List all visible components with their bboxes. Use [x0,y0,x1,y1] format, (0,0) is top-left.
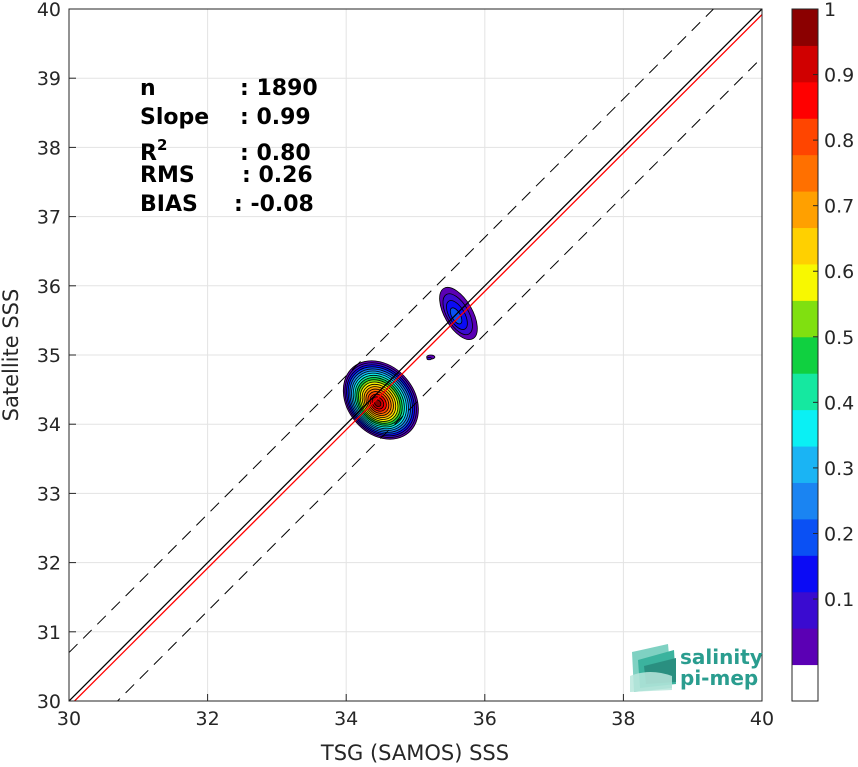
colorbar-segment [792,227,818,265]
y-tick-label: 36 [37,276,61,298]
y-tick-label: 37 [37,207,61,229]
colorbar-segment [792,154,818,192]
logo-icon [630,644,676,692]
stat-value: : 0.80 [240,141,311,166]
reference-lines [69,9,762,701]
y-tick-label: 31 [37,622,61,644]
colorbar-segment [792,300,818,338]
colorbar-segment [792,191,818,229]
y-tick-label: 32 [37,553,61,575]
logo-text-line2: pi-mep [680,666,758,690]
colorbar-tick-label: 0.7 [824,196,854,218]
y-tick-label: 38 [37,137,61,159]
colorbar-tick-label: 0.3 [824,458,854,480]
stat-label: n [140,76,156,101]
stat-label: BIAS [140,192,198,217]
colorbar-segment [792,555,818,593]
colorbar-tick-label: 0.9 [824,65,854,87]
line-one-to-one [69,9,762,701]
stat-value: : -0.08 [234,192,314,217]
x-axis-label: TSG (SAMOS) SSS [320,741,509,765]
colorbar-segment [792,628,818,666]
colorbar-segment [792,9,818,46]
density-contour [426,357,432,361]
colorbar-segment [792,409,818,447]
y-axis-ticks: 30 31 32 33 34 35 36 37 38 39 40 [37,0,76,713]
colorbar-segment [792,45,818,83]
colorbar-tick-label: 0.4 [824,392,854,414]
salinity-pi-mep-logo: salinity pi-mep [630,644,763,692]
statistics-box: n : 1890 Slope : 0.99 R 2 : 0.80 RMS : 0.26 BIAS:… [140,76,318,217]
x-tick-label: 34 [334,708,358,730]
stat-label: Slope [140,105,209,130]
y-tick-label: 35 [37,345,61,367]
colorbar-segment [792,373,818,411]
colorbar-segment [792,591,818,629]
colorbar-segment [792,446,818,483]
x-tick-label: 38 [611,708,635,730]
colorbar-tick-label: 0.6 [824,261,854,283]
stat-value: : 0.99 [240,105,311,130]
colorbar-segment [792,263,818,301]
colorbar-frame [791,8,819,702]
y-tick-label: 33 [37,483,61,505]
stat-label: RMS [140,163,195,188]
colorbar-segment [792,118,818,156]
x-tick-label: 30 [57,708,81,730]
y-tick-label: 39 [37,68,61,90]
x-tick-label: 32 [196,708,220,730]
colorbar-segment [792,518,818,556]
x-tick-label: 40 [750,708,774,730]
colorbar-segment [792,482,818,520]
line-lower-bound [116,57,762,701]
stat-superscript: 2 [157,136,167,154]
colorbar-tick-label: 1 [824,0,836,21]
x-tick-label: 36 [473,708,497,730]
logo-text-line1: salinity [680,645,763,669]
colorbar-segment [792,81,818,119]
y-tick-label: 30 [37,691,61,713]
y-axis-label: Satellite SSS [0,289,23,422]
colorbar: 0.1 0.2 0.3 0.4 0.5 0.6 0.7 0.8 0.9 1 [791,0,854,702]
colorbar-segment [792,664,818,702]
line-upper-bound [69,9,715,653]
line-regression [73,14,762,701]
stat-value: : 1890 [240,76,318,101]
stat-label: R [140,141,157,166]
colorbar-tick-label: 0.2 [824,523,854,545]
y-tick-label: 40 [37,0,61,21]
colorbar-segment [792,336,818,374]
x-axis-ticks: 30 32 34 36 38 40 [57,694,774,730]
y-tick-label: 34 [37,414,61,436]
colorbar-tick-label: 0.1 [824,589,854,611]
colorbar-tick-label: 0.5 [824,327,854,349]
colorbar-tick-label: 0.8 [824,130,854,152]
stat-value: : 0.26 [242,163,313,188]
density-contours [342,286,478,440]
